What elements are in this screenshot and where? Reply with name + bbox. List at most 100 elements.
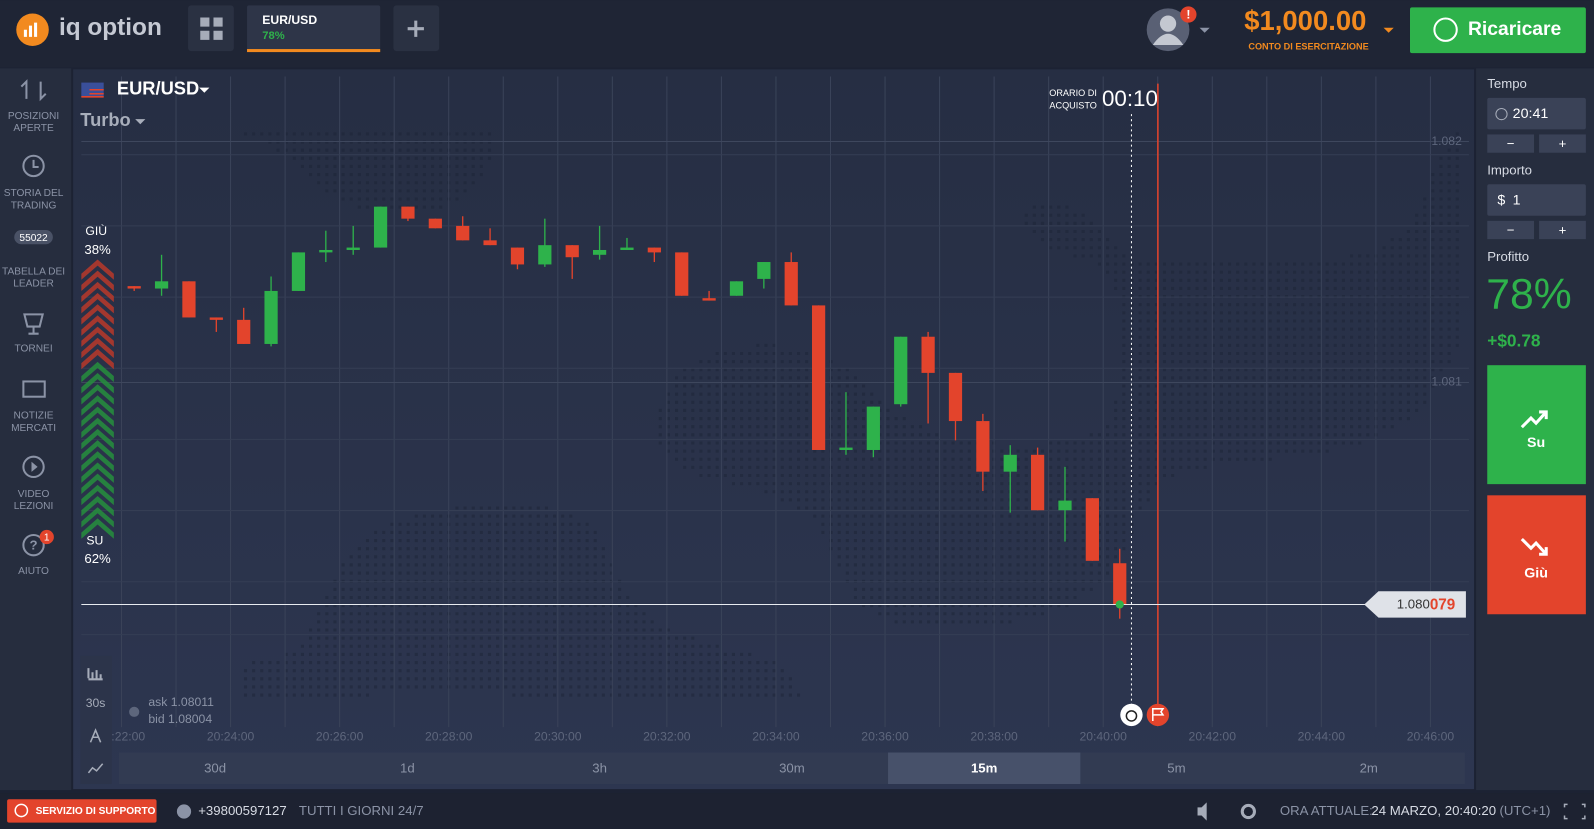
candle-body — [1058, 500, 1072, 511]
amount-plus[interactable] — [1539, 220, 1586, 240]
x-tick-label: 20:30:00 — [534, 729, 582, 743]
candle-body — [620, 247, 634, 250]
phone-icon — [176, 804, 192, 819]
candle-body — [592, 249, 607, 255]
avatar-head — [1159, 15, 1177, 32]
nav-icons — [20, 79, 47, 557]
candle-body — [319, 249, 333, 253]
map-dots — [243, 132, 1459, 697]
candle-body — [401, 206, 415, 219]
candle-body — [647, 247, 661, 253]
grid-button[interactable] — [188, 5, 234, 52]
footer — [0, 793, 1594, 829]
time-plus[interactable] — [1539, 134, 1586, 153]
tab-underline — [247, 49, 381, 53]
candle-body — [757, 262, 771, 279]
purchase-label-1: ORARIO DI — [1049, 88, 1097, 98]
timeframe-label: 3h — [592, 760, 607, 775]
x-tick-label: 20:38:00 — [970, 729, 1018, 743]
amount-input[interactable] — [1487, 184, 1586, 216]
profit-label: Profitto — [1487, 249, 1529, 264]
nav-badge — [14, 229, 53, 245]
candle-body — [209, 317, 223, 320]
x-tick-label: 20:28:00 — [425, 729, 473, 743]
nav-label: LEADER — [13, 279, 54, 290]
candle-body — [948, 372, 963, 422]
grid-icon — [200, 17, 223, 40]
amount-minus[interactable] — [1487, 220, 1535, 240]
icon-news — [22, 380, 46, 398]
tab-pair: EUR/USD — [262, 13, 317, 27]
time-input[interactable] — [1487, 97, 1586, 130]
price-tail: 079 — [1430, 596, 1455, 613]
nav-badge-label: 1 — [44, 533, 50, 544]
candle-body — [894, 336, 908, 405]
mode[interactable]: Turbo — [80, 109, 130, 130]
chevron — [81, 326, 114, 347]
settings-icon[interactable] — [1240, 803, 1256, 820]
countdown: 00:10 — [1102, 86, 1158, 111]
chevron — [81, 440, 114, 461]
fullscreen-icon[interactable] — [1563, 803, 1586, 820]
icon-play — [31, 461, 38, 472]
nav-label: APERTE — [13, 123, 54, 134]
icon-history — [22, 154, 45, 178]
x-tick-label: 20:24:00 — [207, 729, 255, 743]
candle-body — [1003, 454, 1017, 472]
chevron — [81, 315, 114, 336]
amount-value: 1 — [1513, 192, 1521, 208]
candle-body — [154, 281, 169, 289]
stopwatch-icon — [1125, 710, 1138, 722]
asset-name[interactable]: EUR/USD — [117, 78, 199, 99]
nav-label: NOTIZIE — [14, 411, 54, 422]
timeframe-label: 30m — [779, 760, 805, 775]
tool-indicators[interactable] — [89, 728, 102, 743]
chevron — [81, 395, 114, 416]
chevron — [81, 270, 114, 291]
profit-percent: 78% — [1486, 270, 1571, 318]
sentiment-down-value: 38% — [84, 242, 111, 257]
chevron — [81, 451, 114, 472]
candle-body — [127, 286, 141, 289]
candle-body — [1031, 454, 1045, 511]
support-button[interactable] — [7, 799, 157, 823]
deposit-label: Ricaricare — [1468, 19, 1562, 40]
deposit-icon — [1433, 17, 1458, 42]
timeframe-label: 1d — [400, 760, 415, 775]
tool-period[interactable]: 30s — [86, 696, 106, 710]
nav-label: MERCATI — [11, 423, 56, 434]
candle-body — [428, 218, 442, 229]
candle-body — [291, 252, 306, 291]
tool-candles[interactable] — [87, 668, 103, 681]
time-minus[interactable] — [1487, 134, 1535, 153]
x-tick-label: 20:42:00 — [1189, 729, 1237, 743]
nav-badge-label: 55022 — [19, 233, 48, 244]
down-button[interactable] — [1487, 495, 1586, 615]
price-main: 1.080 — [1397, 597, 1430, 612]
chevron — [81, 337, 114, 359]
tool-drawing[interactable] — [87, 763, 104, 774]
icon-history-hand — [32, 159, 39, 168]
chevron — [81, 507, 114, 528]
alert-badge — [1180, 6, 1197, 23]
sentiment-zone — [81, 259, 114, 370]
icon-help — [22, 533, 45, 557]
x-tick-label: 20:36:00 — [861, 729, 909, 743]
down-label: Giù — [1524, 565, 1548, 581]
asset-tab[interactable] — [247, 5, 381, 52]
sound-icon[interactable] — [1197, 802, 1207, 821]
account-type: CONTO DI ESERCITAZIONE — [1248, 41, 1368, 51]
tab-profit: 78% — [262, 30, 284, 42]
candle-body — [811, 305, 826, 450]
deposit-button[interactable] — [1409, 7, 1586, 54]
nav-label: LEZIONI — [14, 501, 54, 512]
timeframe-button[interactable] — [888, 752, 1081, 785]
y-tick-label: 1.081 — [1431, 375, 1462, 389]
x-tick-label: 20:44:00 — [1298, 729, 1346, 743]
candle-body — [456, 225, 470, 241]
balance[interactable]: $1,000.00 — [1244, 5, 1366, 36]
chevron — [81, 496, 114, 517]
clock-icon — [1495, 108, 1508, 121]
candle-body — [565, 245, 579, 258]
